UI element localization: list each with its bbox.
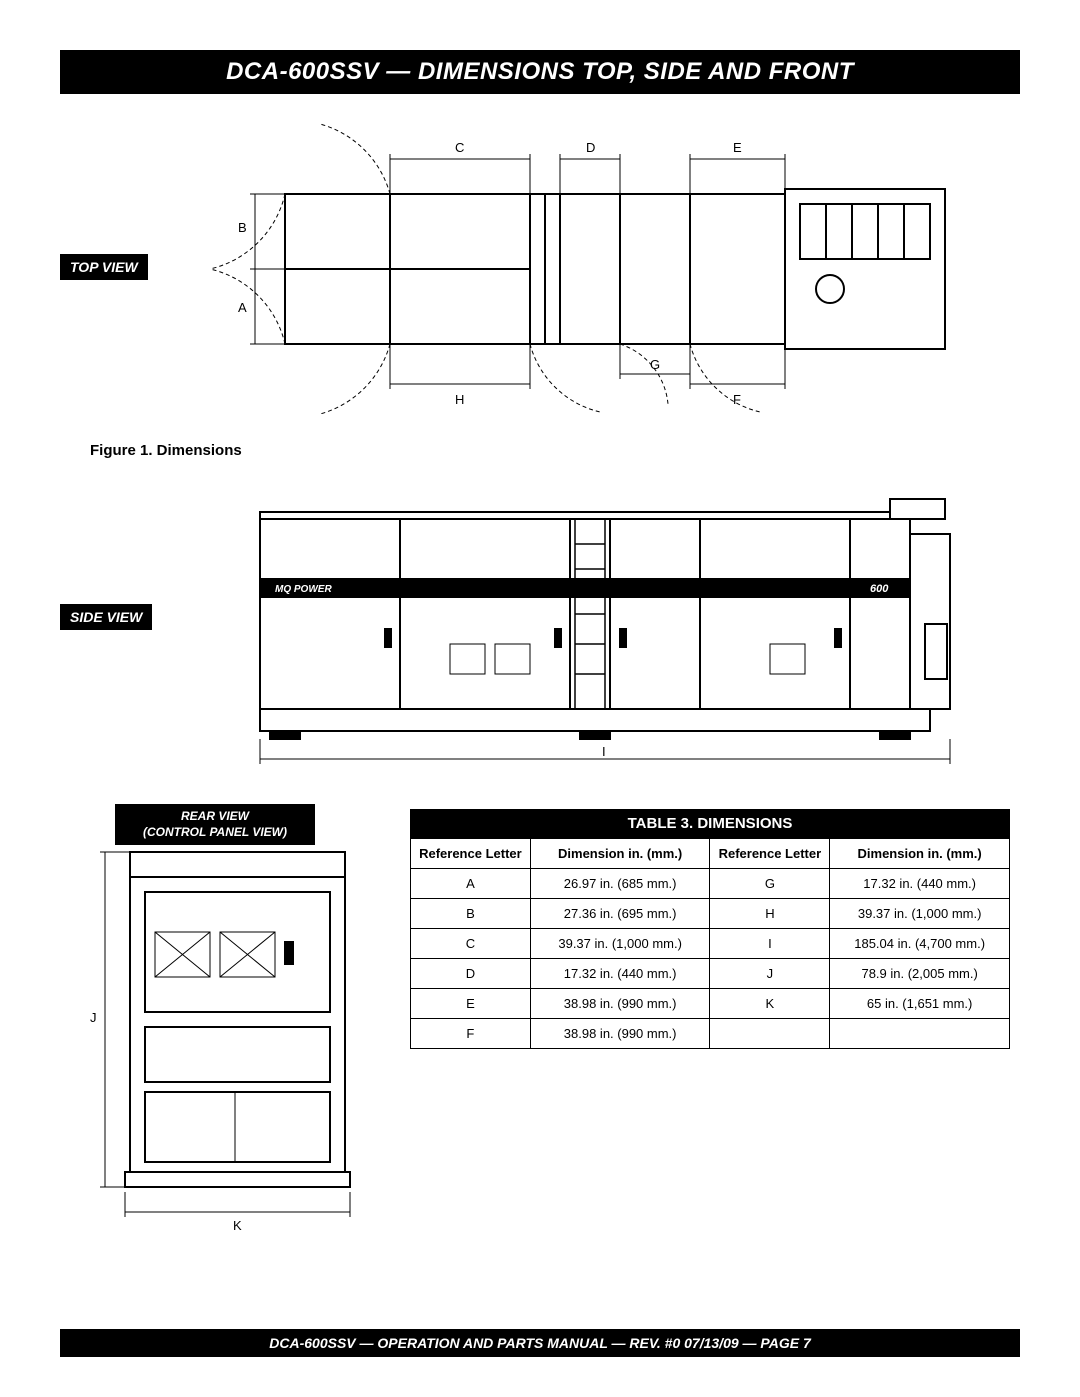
rear-view-l1: REAR VIEW <box>181 809 249 823</box>
page-header: DCA-600SSV — DIMENSIONS TOP, SIDE AND FR… <box>60 50 1020 94</box>
th-dim2: Dimension in. (mm.) <box>830 839 1010 869</box>
table-row: A 26.97 in. (685 mm.) G 17.32 in. (440 m… <box>411 869 1010 899</box>
dim-letter-g: G <box>650 357 660 372</box>
cell: 39.37 in. (1,000 mm.) <box>830 899 1010 929</box>
cell: 65 in. (1,651 mm.) <box>830 989 1010 1019</box>
side-view-section: SIDE VIEW <box>60 484 1020 784</box>
th-dim1: Dimension in. (mm.) <box>530 839 710 869</box>
cell: 27.36 in. (695 mm.) <box>530 899 710 929</box>
dimensions-table: Reference Letter Dimension in. (mm.) Ref… <box>410 838 1010 1049</box>
th-ref1: Reference Letter <box>411 839 531 869</box>
rear-view-drawing: J K <box>75 842 375 1242</box>
cell: 185.04 in. (4,700 mm.) <box>830 929 1010 959</box>
cell: 17.32 in. (440 mm.) <box>830 869 1010 899</box>
cell: G <box>710 869 830 899</box>
cell <box>830 1019 1010 1049</box>
dim-letter-i: I <box>602 744 606 759</box>
dim-letter-e: E <box>733 140 742 155</box>
top-view-section: TOP VIEW <box>60 104 1020 434</box>
page-footer: DCA-600SSV — OPERATION AND PARTS MANUAL … <box>60 1329 1020 1357</box>
cell: E <box>411 989 531 1019</box>
cell <box>710 1019 830 1049</box>
cell: 39.37 in. (1,000 mm.) <box>530 929 710 959</box>
cell: 26.97 in. (685 mm.) <box>530 869 710 899</box>
cell: J <box>710 959 830 989</box>
figure-caption: Figure 1. Dimensions <box>90 442 1020 459</box>
dim-letter-h: H <box>455 392 464 407</box>
cell: A <box>411 869 531 899</box>
table-row: E 38.98 in. (990 mm.) K 65 in. (1,651 mm… <box>411 989 1010 1019</box>
rear-view-label: REAR VIEW (CONTROL PANEL VIEW) <box>115 804 315 845</box>
rear-view-l2: (CONTROL PANEL VIEW) <box>143 825 287 839</box>
dim-letter-c: C <box>455 140 464 155</box>
cell: D <box>411 959 531 989</box>
table-row: F 38.98 in. (990 mm.) <box>411 1019 1010 1049</box>
dimensions-table-wrap: TABLE 3. DIMENSIONS Reference Letter Dim… <box>410 809 1010 1049</box>
dim-letter-f: F <box>733 392 741 407</box>
dim-letter-j: J <box>90 1010 97 1025</box>
brand-text: MQ POWER <box>275 584 332 595</box>
cell: 38.98 in. (990 mm.) <box>530 989 710 1019</box>
cell: 38.98 in. (990 mm.) <box>530 1019 710 1049</box>
cell: I <box>710 929 830 959</box>
model-text: 600 <box>870 583 889 595</box>
side-view-label: SIDE VIEW <box>60 604 152 630</box>
top-view-label: TOP VIEW <box>60 254 148 280</box>
cell: F <box>411 1019 531 1049</box>
cell: K <box>710 989 830 1019</box>
dim-letter-k: K <box>233 1218 242 1233</box>
dim-letter-a: A <box>238 300 247 315</box>
dim-letter-b: B <box>238 220 247 235</box>
side-view-drawing: MQ POWER 600 I <box>230 484 990 774</box>
table-title: TABLE 3. DIMENSIONS <box>410 809 1010 838</box>
table-row: B 27.36 in. (695 mm.) H 39.37 in. (1,000… <box>411 899 1010 929</box>
dim-letter-d: D <box>586 140 595 155</box>
top-view-drawing: C D E B A H G F <box>190 114 970 414</box>
cell: 17.32 in. (440 mm.) <box>530 959 710 989</box>
cell: B <box>411 899 531 929</box>
cell: H <box>710 899 830 929</box>
cell: 78.9 in. (2,005 mm.) <box>830 959 1010 989</box>
cell: C <box>411 929 531 959</box>
rear-and-table-section: REAR VIEW (CONTROL PANEL VIEW) <box>60 804 1020 1244</box>
th-ref2: Reference Letter <box>710 839 830 869</box>
table-row: D 17.32 in. (440 mm.) J 78.9 in. (2,005 … <box>411 959 1010 989</box>
table-row: C 39.37 in. (1,000 mm.) I 185.04 in. (4,… <box>411 929 1010 959</box>
